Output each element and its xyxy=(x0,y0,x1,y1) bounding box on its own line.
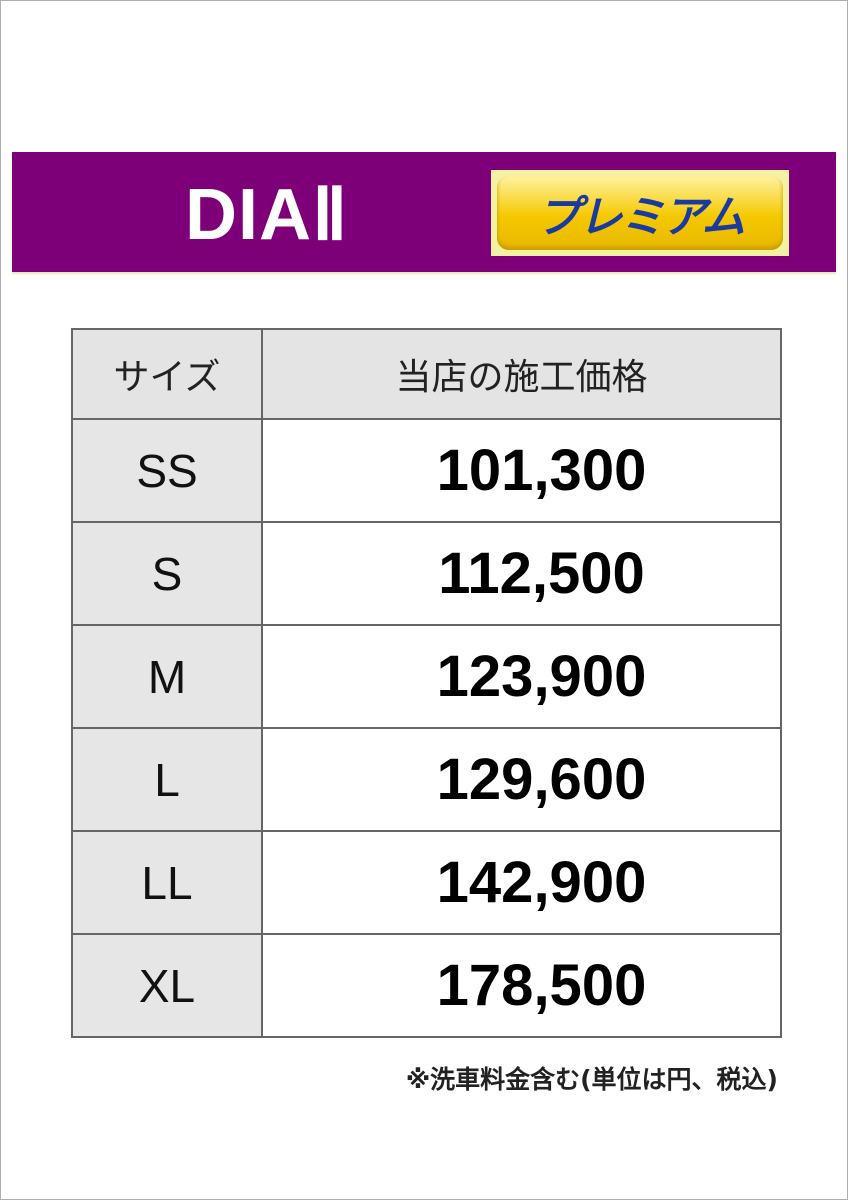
size-cell: LL xyxy=(71,830,263,935)
price-cell: 142,900 xyxy=(261,830,782,935)
column-header-price: 当店の施工価格 xyxy=(261,328,782,420)
size-cell: XL xyxy=(71,933,263,1038)
table-row: M 123,900 xyxy=(71,624,782,729)
size-cell: SS xyxy=(71,418,263,523)
price-cell: 101,300 xyxy=(261,418,782,523)
premium-badge-inner: プレミアム xyxy=(497,176,783,250)
product-title: DIAⅡ xyxy=(185,175,349,255)
price-cell: 112,500 xyxy=(261,521,782,626)
table-row: SS 101,300 xyxy=(71,418,782,523)
size-cell: S xyxy=(71,521,263,626)
premium-badge-label: プレミアム xyxy=(536,192,746,243)
table-row: LL 142,900 xyxy=(71,830,782,935)
premium-badge: プレミアム xyxy=(491,170,789,256)
table-header: サイズ 当店の施工価格 xyxy=(71,328,782,420)
size-cell: M xyxy=(71,624,263,729)
price-cell: 123,900 xyxy=(261,624,782,729)
price-note: ※洗車料金含む(単位は円、税込) xyxy=(405,1065,778,1094)
price-cell: 129,600 xyxy=(261,727,782,832)
table-row: S 112,500 xyxy=(71,521,782,626)
price-table: サイズ 当店の施工価格 SS 101,300 S 112,500 M 123,900 … xyxy=(71,328,782,1038)
price-cell: 178,500 xyxy=(261,933,782,1038)
column-header-size: サイズ xyxy=(71,328,263,420)
table-row: L 129,600 xyxy=(71,727,782,832)
table-row: XL 178,500 xyxy=(71,933,782,1038)
size-cell: L xyxy=(71,727,263,832)
